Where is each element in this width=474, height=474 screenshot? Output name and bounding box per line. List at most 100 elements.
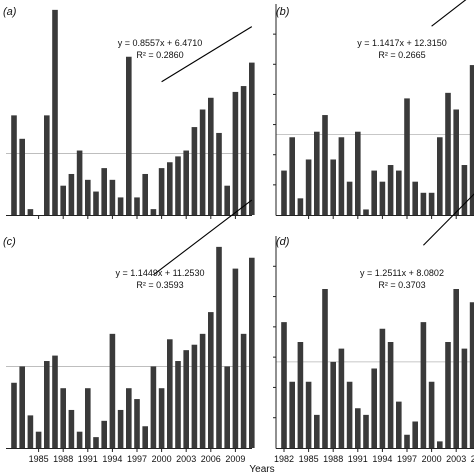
- equation-d: y = 1.2511x + 8.0802: [360, 268, 444, 278]
- bar-c-2009: [232, 268, 239, 448]
- bar-a-1990: [76, 150, 83, 215]
- x-tick-label-d: 2003: [446, 454, 466, 464]
- panel-c: (c) y = 1.1449x + 11.2530 R² = 0.3593 19…: [3, 199, 255, 464]
- bar-b-1988: [330, 159, 336, 215]
- x-tick-label-d: 1988: [323, 454, 343, 464]
- bar-d-2000: [428, 381, 435, 448]
- x-tick-label-c: 2003: [176, 454, 196, 464]
- bar-c-1983: [19, 366, 25, 448]
- bar-b-1984: [297, 198, 304, 215]
- x-tick-label-d: 1997: [397, 454, 417, 464]
- equation-a: y = 0.8557x + 6.4710: [118, 38, 203, 48]
- bar-b-1998: [412, 181, 418, 215]
- bar-a-2000: [158, 168, 165, 215]
- bar-d-1996: [396, 401, 402, 448]
- bar-a-1996: [126, 56, 132, 215]
- bar-c-1993: [101, 420, 107, 448]
- bar-c-1995: [117, 409, 124, 448]
- bar-b-1993: [371, 170, 377, 215]
- bar-d-2004: [461, 348, 468, 448]
- bar-d-1994: [379, 328, 386, 448]
- trend-line-c: [153, 199, 253, 276]
- x-tick-label-c: 1997: [127, 454, 147, 464]
- bar-d-1992: [363, 414, 369, 448]
- bar-d-1995: [387, 342, 394, 448]
- bar-b-1982: [281, 170, 287, 215]
- bar-c-1999: [150, 366, 157, 448]
- x-tick-label-d: 2000: [422, 454, 442, 464]
- bar-b-2002: [445, 92, 451, 215]
- bar-b-2001: [437, 137, 443, 215]
- bar-a-1984: [27, 209, 34, 215]
- bar-c-1998: [142, 426, 148, 448]
- bar-c-1988: [60, 388, 66, 448]
- bar-d-1989: [338, 348, 345, 448]
- bar-b-1990: [346, 181, 353, 215]
- bar-d-1999: [420, 322, 427, 448]
- x-tick-label-d: 2006: [471, 454, 474, 464]
- bar-c-1996: [126, 388, 132, 448]
- bar-a-2003: [183, 150, 189, 215]
- r-squared-a: R² = 0.2860: [136, 50, 183, 60]
- bar-b-1999: [420, 192, 427, 215]
- bar-a-2005: [199, 109, 206, 215]
- bar-d-1984: [297, 342, 304, 448]
- bar-b-1987: [322, 115, 328, 215]
- bar-d-2003: [453, 289, 459, 448]
- bar-b-2003: [453, 109, 459, 215]
- bar-c-2008: [224, 366, 230, 448]
- bar-b-1997: [404, 98, 410, 215]
- r-squared-c: R² = 0.3593: [136, 280, 183, 290]
- bar-a-1994: [109, 179, 116, 215]
- bar-a-1992: [93, 191, 99, 215]
- bar-d-1982: [281, 322, 287, 448]
- bar-d-1993: [371, 368, 377, 448]
- bar-d-1991: [355, 408, 361, 448]
- r-squared-b: R² = 0.2665: [378, 50, 425, 60]
- panel-b: (b) y = 1.1417x + 12.3150 R² = 0.2665: [273, 0, 474, 219]
- equation-b: y = 1.1417x + 12.3150: [357, 38, 447, 48]
- bar-c-2002: [175, 361, 181, 448]
- bar-a-1982: [11, 115, 17, 215]
- bar-a-1986: [44, 115, 50, 215]
- bar-b-1986: [314, 131, 320, 215]
- bar-a-1997: [134, 197, 140, 215]
- bar-b-1992: [363, 209, 369, 215]
- bar-a-2011: [249, 62, 255, 215]
- bar-d-1988: [330, 361, 336, 448]
- bar-d-1987: [322, 289, 328, 448]
- bar-b-1994: [379, 181, 386, 215]
- panel-d: (d) y = 1.2511x + 8.0802 R² = 0.3703 198…: [273, 193, 474, 464]
- x-tick-label-d: 1994: [372, 454, 392, 464]
- x-axis-title: Years: [249, 464, 274, 474]
- bar-d-2002: [445, 342, 451, 448]
- bar-c-1982: [11, 382, 17, 448]
- bar-c-2000: [158, 388, 165, 448]
- bar-c-1985: [35, 431, 42, 448]
- r-squared-d: R² = 0.3703: [378, 280, 425, 290]
- bar-a-2001: [167, 162, 173, 215]
- bar-a-1983: [19, 138, 25, 215]
- bar-a-2006: [208, 97, 214, 215]
- trend-line-a: [161, 26, 253, 83]
- bar-a-2010: [240, 86, 247, 215]
- bar-a-1989: [68, 173, 75, 215]
- bar-d-1997: [404, 434, 410, 448]
- bar-b-1983: [289, 137, 295, 215]
- x-tick-label-c: 1994: [102, 454, 122, 464]
- bar-c-1984: [27, 415, 34, 448]
- panel-a: (a) y = 0.8557x + 6.4710 R² = 0.2860: [3, 6, 255, 219]
- bar-c-2005: [199, 333, 206, 448]
- bar-b-2005: [469, 65, 474, 215]
- bar-c-1991: [85, 388, 91, 448]
- bar-d-2005: [469, 302, 474, 448]
- bar-a-1991: [85, 179, 91, 215]
- bar-c-1990: [76, 431, 83, 448]
- x-tick-label-d: 1985: [299, 454, 319, 464]
- bar-c-2003: [183, 350, 189, 448]
- bar-a-1998: [142, 173, 148, 215]
- bar-a-1999: [150, 209, 157, 215]
- bar-d-1986: [314, 414, 320, 448]
- bar-c-1987: [52, 355, 58, 448]
